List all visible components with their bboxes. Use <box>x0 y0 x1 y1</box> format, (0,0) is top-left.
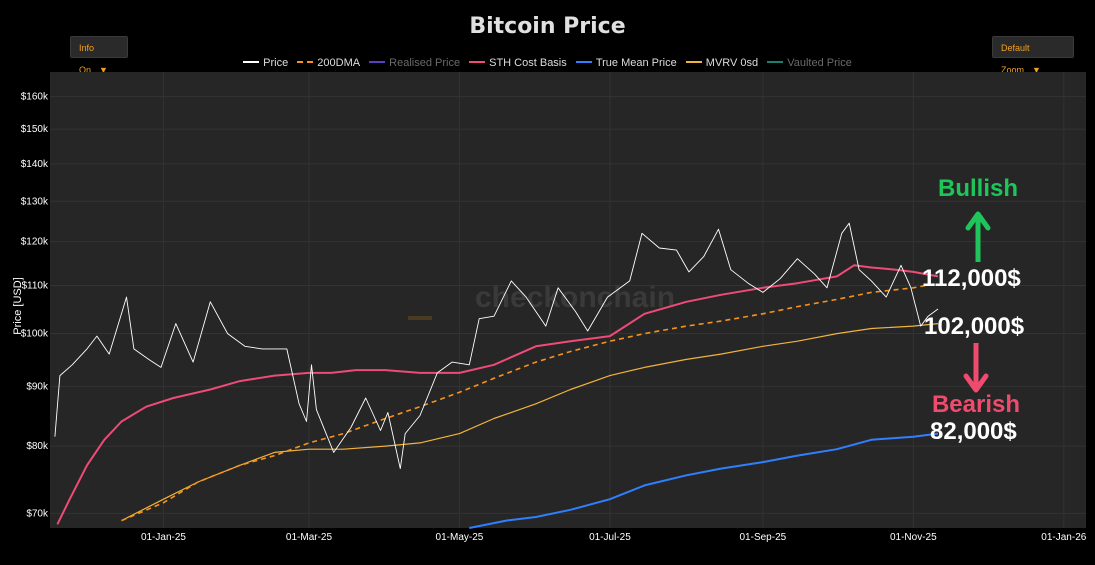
legend-item-sth-cost-basis[interactable]: STH Cost Basis <box>469 57 567 69</box>
y-axis-label: Price [USD] <box>12 277 24 335</box>
down-arrow-icon <box>963 343 989 393</box>
annotation-layer: Bullish 112,000$ 102,000$ Bearish 82,000… <box>922 175 1025 445</box>
legend-item-vaulted-price[interactable]: Vaulted Price <box>767 57 852 69</box>
legend-item-true-mean-price[interactable]: True Mean Price <box>575 57 677 69</box>
x-tick-label: 01-Nov-25 <box>890 532 937 543</box>
level-mid-label: 102,000$ <box>924 313 1025 340</box>
y-tick-label: $120k <box>21 237 49 248</box>
bullish-label: Bullish <box>938 175 1018 202</box>
y-tick-label: $70k <box>26 508 49 519</box>
legend-label: 200DMA <box>317 57 361 69</box>
legend-item-price[interactable]: Price <box>243 57 288 69</box>
level-low-label: 82,000$ <box>930 418 1017 445</box>
legend-swatch <box>575 61 592 64</box>
series-line-price <box>54 222 939 470</box>
y-tick-label: $110k <box>21 281 49 292</box>
series-line-sth-cost-basis <box>56 264 939 525</box>
x-tick-label: 01-May-25 <box>436 532 484 543</box>
legend-swatch <box>767 61 784 64</box>
x-tick-label: 01-Sep-25 <box>740 532 787 543</box>
legend-swatch <box>369 61 386 64</box>
chart-legend: Price 200DMA Realised Price STH Cost Bas… <box>0 57 1095 69</box>
y-tick-label: $100k <box>21 329 49 340</box>
chevron-down-icon: ▼ <box>1032 65 1041 75</box>
y-tick-label: $150k <box>21 124 49 135</box>
legend-swatch <box>685 61 702 64</box>
legend-swatch <box>297 61 314 64</box>
series-line-true-mean-price <box>469 432 939 529</box>
series-layer <box>54 222 939 529</box>
chart-title: Bitcoin Price <box>469 14 626 39</box>
bearish-label: Bearish <box>932 391 1020 418</box>
legend-label: MVRV 0sd <box>705 57 759 69</box>
x-tick-label: 01-Jul-25 <box>589 532 631 543</box>
legend-swatch <box>469 61 486 64</box>
legend-item-mvrv-0sd[interactable]: MVRV 0sd <box>685 57 759 69</box>
axis-layer: $70k $80k $90k $100k $110k $120k $130k $140k $15… <box>21 92 1087 543</box>
y-tick-label: $160k <box>21 92 49 103</box>
watermark-logo <box>408 316 432 320</box>
zoom-select-label: Default Zoom <box>1001 43 1030 75</box>
y-tick-label: $140k <box>21 159 49 170</box>
info-toggle-button[interactable]: Info On ▼ <box>70 36 128 75</box>
legend-label: True Mean Price <box>595 57 677 69</box>
legend-label: Price <box>263 57 289 69</box>
x-tick-label: 01-Jan-26 <box>1041 532 1086 543</box>
x-tick-label: 01-Mar-25 <box>286 532 333 543</box>
watermark: checkonchain <box>475 281 675 314</box>
legend-label: Realised Price <box>389 57 461 69</box>
legend-label: STH Cost Basis <box>489 57 567 69</box>
legend-label: Vaulted Price <box>787 57 852 69</box>
x-tick-label: 01-Jan-25 <box>141 532 186 543</box>
y-tick-label: $130k <box>21 196 49 207</box>
y-tick-label: $80k <box>26 441 49 452</box>
legend-item-realised-price[interactable]: Realised Price <box>369 57 460 69</box>
info-toggle-label: Info On <box>79 43 95 75</box>
legend-item-200dma[interactable]: 200DMA <box>297 57 360 69</box>
series-line-200dma <box>121 282 939 522</box>
series-line-mvrv-0sd <box>121 323 939 522</box>
y-tick-label: $90k <box>26 382 49 393</box>
chevron-down-icon: ▼ <box>99 65 108 75</box>
legend-swatch <box>243 61 260 64</box>
level-high-label: 112,000$ <box>922 265 1021 292</box>
zoom-select-button[interactable]: Default Zoom ▼ <box>992 36 1074 75</box>
up-arrow-icon <box>965 211 991 262</box>
